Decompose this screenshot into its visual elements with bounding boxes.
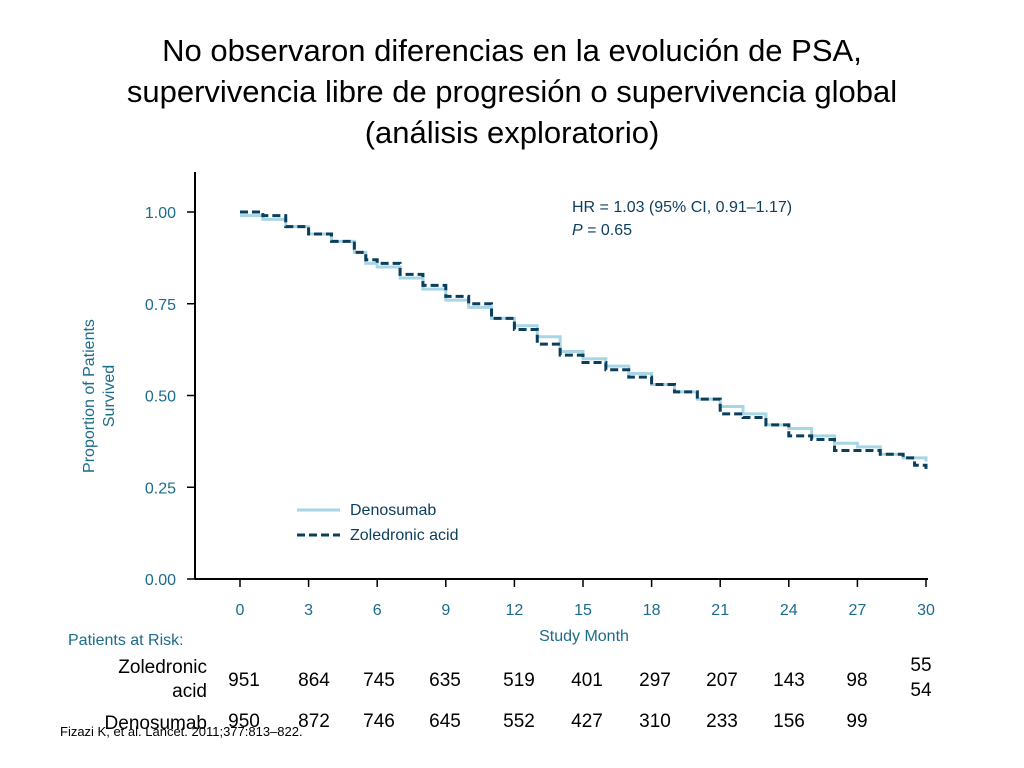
y-tick-label: 1.00 xyxy=(145,205,176,222)
x-tick-label: 9 xyxy=(441,602,450,619)
hr-annotation: HR = 1.03 (95% CI, 0.91–1.17) xyxy=(572,199,792,216)
legend-label: Zoledronic acid xyxy=(350,527,459,544)
y-axis-label: Proportion of Patients Survived xyxy=(81,319,118,473)
p-symbol: P xyxy=(572,222,583,239)
x-tick-label: 27 xyxy=(849,602,867,619)
x-tick-label: 12 xyxy=(506,602,524,619)
y-axis-label-line: Survived xyxy=(101,365,118,427)
title-line-3: (análisis exploratorio) xyxy=(364,115,660,150)
x-tick-label: 6 xyxy=(373,602,382,619)
title-line-1: No observaron diferencias en la evolució… xyxy=(162,33,862,68)
y-tick-label: 0.00 xyxy=(145,572,176,589)
x-tick-label: 3 xyxy=(304,602,313,619)
y-tick-label: 0.75 xyxy=(145,297,176,314)
x-tick-label: 18 xyxy=(643,602,661,619)
x-tick-label: 0 xyxy=(236,602,245,619)
x-tick-label: 15 xyxy=(574,602,592,619)
title-line-2: supervivencia libre de progresión o supe… xyxy=(126,74,898,109)
x-axis-label: Study Month xyxy=(539,628,629,645)
p-value-annotation: P = 0.65 xyxy=(572,222,632,239)
slide-title: No observaron diferencias en la evolució… xyxy=(40,30,984,153)
series-line-zoledronic xyxy=(240,210,928,469)
y-tick-label: 0.50 xyxy=(145,389,176,406)
legend-label: Denosumab xyxy=(350,502,436,519)
y-tick-label: 0.25 xyxy=(145,480,176,497)
x-tick-label: 21 xyxy=(711,602,729,619)
x-tick-label: 24 xyxy=(780,602,798,619)
x-tick-label: 30 xyxy=(917,602,935,619)
y-axis-label-line: Proportion of Patients xyxy=(81,319,98,473)
series-line-denosumab xyxy=(240,214,928,462)
p-value: = 0.65 xyxy=(583,222,632,239)
